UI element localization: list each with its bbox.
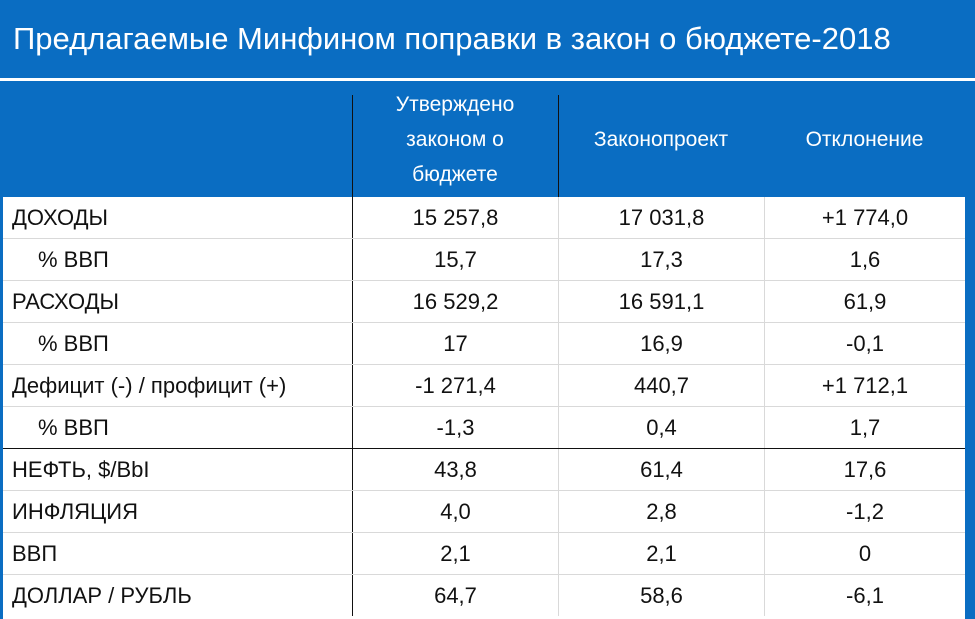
cell-draft: 61,4 xyxy=(558,449,764,490)
cell-draft: 0,4 xyxy=(558,407,764,448)
row-label: ДОХОДЫ xyxy=(12,197,352,238)
cell-approved: -1,3 xyxy=(352,407,558,448)
column-header-deviation: Отклонение xyxy=(764,81,965,197)
table-row: ДОХОДЫ 15 257,8 17 031,8 +1 774,0 xyxy=(0,197,975,239)
row-label: ВВП xyxy=(12,533,352,574)
cell-deviation: 0 xyxy=(764,533,965,574)
row-label: % ВВП xyxy=(38,323,378,364)
row-label: % ВВП xyxy=(38,407,378,448)
cell-approved: 15 257,8 xyxy=(352,197,558,238)
row-label: Дефицит (-) / профицит (+) xyxy=(12,365,352,406)
table-row: ВВП 2,1 2,1 0 xyxy=(0,533,975,575)
row-label: РАСХОДЫ xyxy=(12,281,352,322)
cell-draft: 16 591,1 xyxy=(558,281,764,322)
cell-deviation: 1,7 xyxy=(764,407,965,448)
cell-draft: 17 031,8 xyxy=(558,197,764,238)
cell-draft: 16,9 xyxy=(558,323,764,364)
table-row: РАСХОДЫ 16 529,2 16 591,1 61,9 xyxy=(0,281,975,323)
cell-deviation: 17,6 xyxy=(764,449,965,490)
table-left-border xyxy=(0,197,3,619)
table-row: ИНФЛЯЦИЯ 4,0 2,8 -1,2 xyxy=(0,491,975,533)
cell-deviation: 61,9 xyxy=(764,281,965,322)
cell-approved: 15,7 xyxy=(352,239,558,280)
row-label: % ВВП xyxy=(38,239,378,280)
cell-approved: -1 271,4 xyxy=(352,365,558,406)
cell-approved: 17 xyxy=(352,323,558,364)
header-divider xyxy=(558,95,559,197)
cell-approved: 2,1 xyxy=(352,533,558,574)
table-row: % ВВП 17 16,9 -0,1 xyxy=(0,323,975,365)
cell-draft: 2,8 xyxy=(558,491,764,532)
cell-deviation: +1 712,1 xyxy=(764,365,965,406)
row-label: ДОЛЛАР / РУБЛЬ xyxy=(12,575,352,616)
cell-draft: 17,3 xyxy=(558,239,764,280)
table-row: ДОЛЛАР / РУБЛЬ 64,7 58,6 -6,1 xyxy=(0,575,975,617)
column-header-approved-line3: бюджете xyxy=(396,157,515,192)
cell-deviation: -1,2 xyxy=(764,491,965,532)
cell-deviation: -6,1 xyxy=(764,575,965,616)
cell-approved: 64,7 xyxy=(352,575,558,616)
cell-approved: 43,8 xyxy=(352,449,558,490)
header-divider xyxy=(352,95,353,197)
cell-approved: 4,0 xyxy=(352,491,558,532)
column-header-approved-line2: законом о xyxy=(396,122,515,157)
slide-title: Предлагаемые Минфином поправки в закон о… xyxy=(0,0,975,78)
table-body: ДОХОДЫ 15 257,8 17 031,8 +1 774,0 % ВВП … xyxy=(0,197,975,617)
table-row: НЕФТЬ, $/BbI 43,8 61,4 17,6 xyxy=(0,449,975,491)
cell-approved: 16 529,2 xyxy=(352,281,558,322)
cell-draft: 2,1 xyxy=(558,533,764,574)
cell-draft: 58,6 xyxy=(558,575,764,616)
row-label: НЕФТЬ, $/BbI xyxy=(12,449,352,490)
table-right-border xyxy=(965,197,975,619)
table-row: % ВВП -1,3 0,4 1,7 xyxy=(0,407,975,449)
column-header-approved: Утверждено законом о бюджете xyxy=(352,81,558,197)
table-row: % ВВП 15,7 17,3 1,6 xyxy=(0,239,975,281)
cell-deviation: +1 774,0 xyxy=(764,197,965,238)
column-header-draft: Законопроект xyxy=(558,81,764,197)
cell-deviation: 1,6 xyxy=(764,239,965,280)
cell-draft: 440,7 xyxy=(558,365,764,406)
cell-deviation: -0,1 xyxy=(764,323,965,364)
table-row: Дефицит (-) / профицит (+) -1 271,4 440,… xyxy=(0,365,975,407)
row-label: ИНФЛЯЦИЯ xyxy=(12,491,352,532)
column-header-approved-line1: Утверждено xyxy=(396,87,515,122)
